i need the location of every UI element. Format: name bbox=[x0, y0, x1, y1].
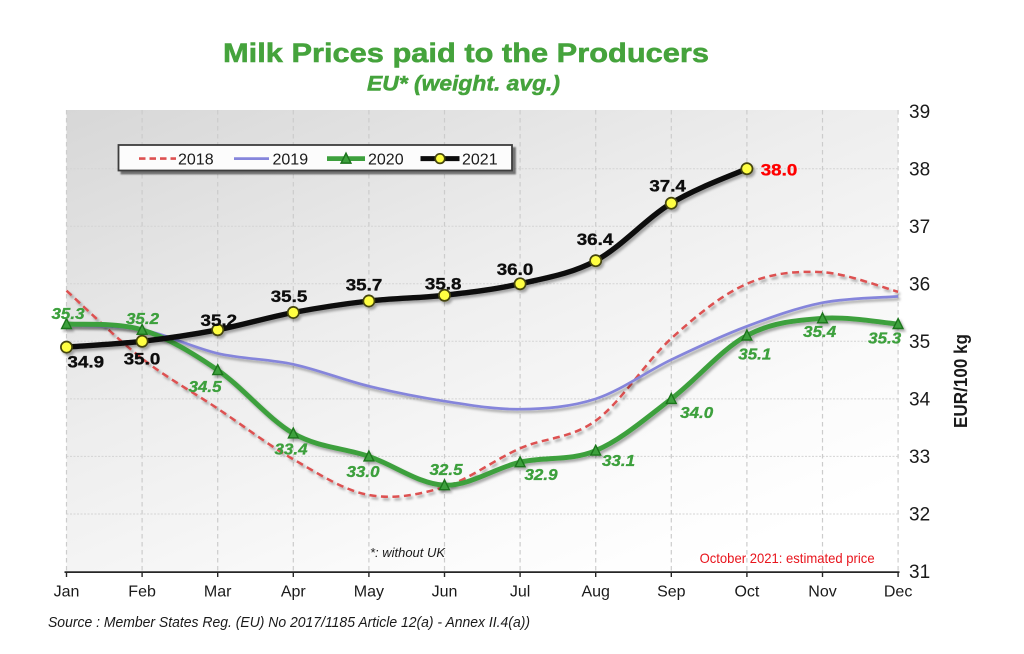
svg-text:33.4: 33.4 bbox=[275, 442, 308, 459]
svg-text:34.5: 34.5 bbox=[189, 379, 223, 396]
svg-text:35.0: 35.0 bbox=[124, 350, 161, 369]
svg-text:35.1: 35.1 bbox=[738, 347, 771, 364]
svg-text:38.0: 38.0 bbox=[761, 160, 798, 179]
svg-text:34: 34 bbox=[909, 390, 931, 411]
svg-text:Feb: Feb bbox=[128, 584, 156, 601]
svg-text:35.2: 35.2 bbox=[126, 311, 159, 328]
svg-text:32: 32 bbox=[909, 505, 930, 526]
svg-text:2018: 2018 bbox=[178, 151, 214, 168]
svg-text:35.3: 35.3 bbox=[52, 306, 85, 323]
svg-text:Nov: Nov bbox=[808, 584, 836, 601]
svg-text:32.5: 32.5 bbox=[430, 462, 464, 479]
svg-text:Aug: Aug bbox=[581, 584, 609, 601]
svg-text:35.2: 35.2 bbox=[201, 311, 238, 330]
svg-text:37: 37 bbox=[909, 217, 930, 238]
svg-text:33.0: 33.0 bbox=[347, 464, 380, 481]
svg-text:Dec: Dec bbox=[884, 584, 912, 601]
svg-text:35: 35 bbox=[909, 332, 930, 353]
svg-text:39: 39 bbox=[909, 102, 930, 123]
svg-text:35.3: 35.3 bbox=[868, 331, 901, 348]
svg-text:Source : Member States Reg. (E: Source : Member States Reg. (EU) No 2017… bbox=[48, 614, 530, 631]
svg-text:33: 33 bbox=[909, 447, 930, 468]
svg-text:37.4: 37.4 bbox=[649, 176, 686, 195]
svg-text:2021: 2021 bbox=[462, 151, 498, 168]
svg-text:EUR/100 kg: EUR/100 kg bbox=[951, 334, 971, 428]
svg-text:May: May bbox=[354, 584, 384, 601]
svg-text:33.1: 33.1 bbox=[602, 453, 635, 470]
svg-text:35.4: 35.4 bbox=[803, 324, 836, 341]
svg-text:2019: 2019 bbox=[273, 151, 309, 168]
svg-text:Sep: Sep bbox=[657, 584, 686, 601]
svg-text:36.4: 36.4 bbox=[577, 230, 614, 249]
svg-text:38: 38 bbox=[909, 159, 930, 180]
svg-text:34.0: 34.0 bbox=[680, 405, 713, 422]
svg-text:*: without UK: *: without UK bbox=[370, 545, 446, 560]
svg-text:35.8: 35.8 bbox=[425, 275, 462, 294]
svg-text:2020: 2020 bbox=[368, 151, 404, 168]
svg-text:Jul: Jul bbox=[510, 584, 530, 601]
svg-text:Mar: Mar bbox=[204, 584, 232, 601]
svg-text:36: 36 bbox=[909, 274, 930, 295]
svg-text:EU* (weight. avg.): EU* (weight. avg.) bbox=[367, 73, 560, 96]
svg-text:Oct: Oct bbox=[734, 584, 759, 601]
svg-text:36.0: 36.0 bbox=[497, 260, 534, 279]
svg-text:Jun: Jun bbox=[432, 584, 458, 601]
svg-text:Apr: Apr bbox=[281, 584, 307, 601]
svg-text:October 2021: estimated price: October 2021: estimated price bbox=[700, 550, 875, 566]
svg-text:Milk Prices paid to the Produc: Milk Prices paid to the Producers bbox=[223, 38, 709, 68]
svg-text:32.9: 32.9 bbox=[525, 467, 558, 484]
svg-text:34.9: 34.9 bbox=[68, 352, 105, 371]
svg-text:35.5: 35.5 bbox=[271, 287, 308, 306]
svg-text:31: 31 bbox=[909, 562, 930, 583]
svg-text:35.7: 35.7 bbox=[346, 275, 383, 294]
svg-text:Jan: Jan bbox=[54, 584, 80, 601]
